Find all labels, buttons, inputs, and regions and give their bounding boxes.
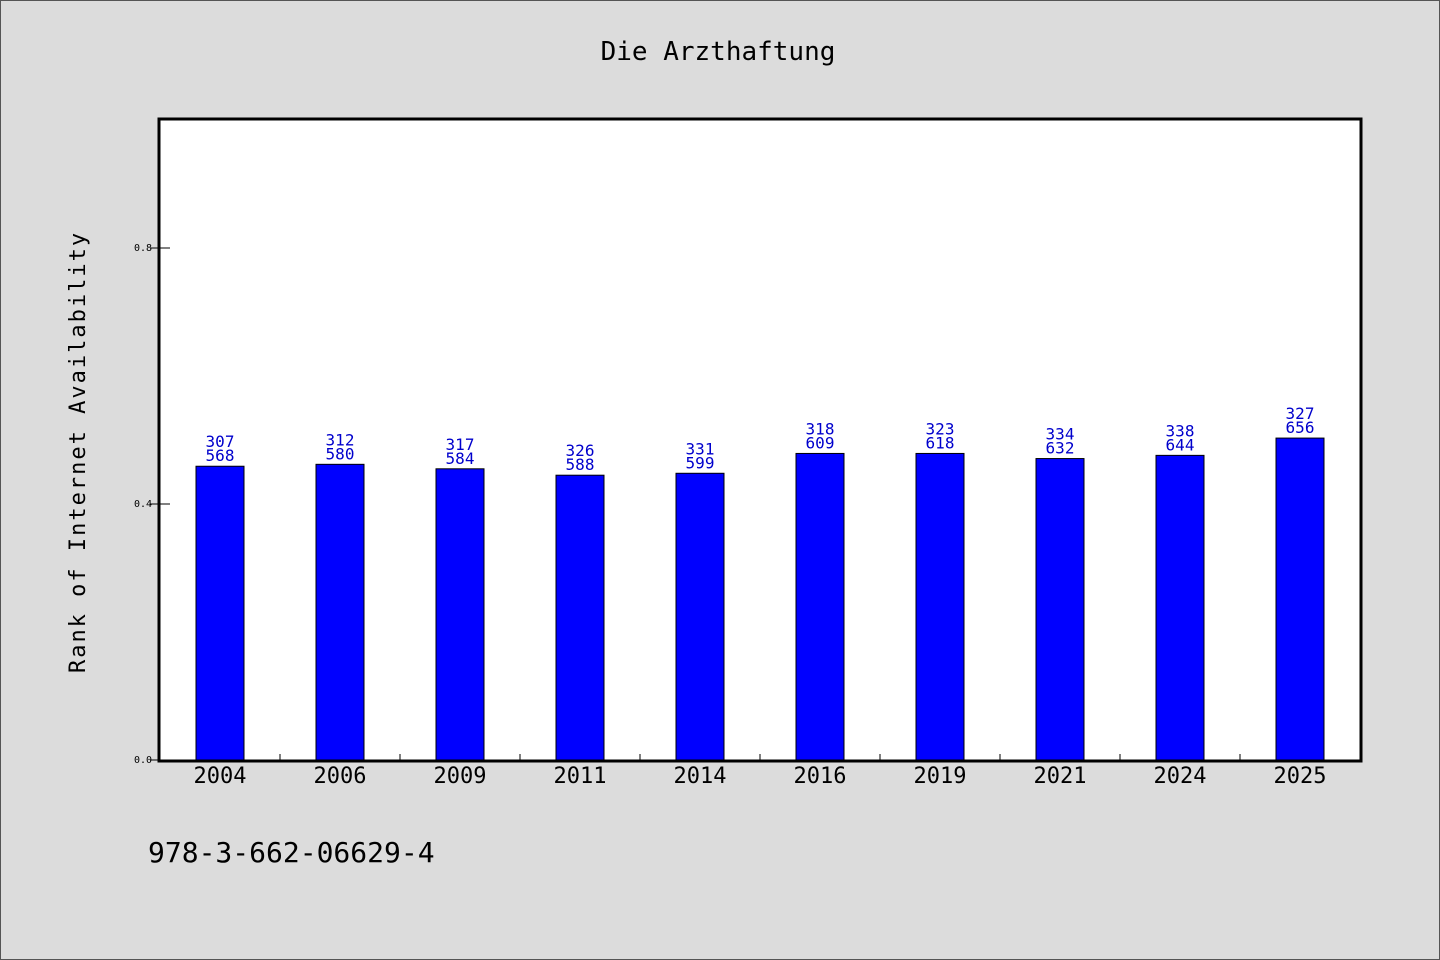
bar (195, 465, 245, 761)
x-tick-label: 2024 (1154, 764, 1207, 789)
bar-label-bottom: 568 (206, 446, 235, 465)
bar (555, 474, 605, 761)
bar-label-bottom: 588 (566, 455, 595, 474)
bar (675, 472, 725, 761)
y-tick-label: 0.4 (134, 499, 152, 510)
bar-label-bottom: 609 (806, 433, 835, 452)
x-ticks-group: 2004 2006 2009 2011 2014 2016 2019 2021 2024 2025 (194, 754, 1327, 789)
bar-label-top: 317 (446, 435, 475, 454)
bar-label-top: 338 (1166, 421, 1195, 440)
bar-label-top: 334 (1046, 425, 1075, 444)
bar-label-bottom: 580 (326, 444, 355, 463)
x-tick-label: 2014 (674, 764, 727, 789)
bar-label-bottom: 618 (926, 433, 955, 452)
bar (315, 463, 365, 761)
y-axis-label: Rank of Internet Availability (66, 231, 91, 673)
x-tick-label: 2019 (914, 764, 967, 789)
chart-title: Die Arzthaftung (601, 37, 836, 67)
x-tick-label: 2025 (1274, 764, 1327, 789)
bar-label-bottom: 644 (1166, 435, 1195, 454)
bar (795, 452, 845, 761)
bar-label-top: 327 (1286, 404, 1315, 423)
bar-label-top: 331 (686, 439, 715, 458)
y-tick-label: 0.8 (134, 243, 152, 254)
bar-label-bottom: 656 (1286, 418, 1315, 437)
x-tick-label: 2021 (1034, 764, 1087, 789)
bar (915, 452, 965, 761)
x-tick-label: 2016 (794, 764, 847, 789)
x-tick-label: 2009 (434, 764, 487, 789)
x-tick-label: 2006 (314, 764, 367, 789)
x-tick-label: 2004 (194, 764, 247, 789)
isbn-text: 978-3-662-06629-4 (148, 836, 435, 869)
bar (435, 468, 485, 761)
y-tick-label: 0.0 (134, 755, 152, 766)
bar (1035, 458, 1085, 761)
bar-label-top: 326 (566, 441, 595, 460)
bar-label-bottom: 599 (686, 453, 715, 472)
bar (1155, 454, 1205, 761)
y-ticks-group: 0.0 0.4 0.8 (134, 243, 170, 766)
bar-label-bottom: 584 (446, 449, 475, 468)
bar (1275, 437, 1325, 761)
bar-label-top: 323 (926, 419, 955, 438)
bar-label-top: 318 (806, 419, 835, 438)
bar-label-top: 312 (326, 430, 355, 449)
bar-label-bottom: 632 (1046, 439, 1075, 458)
x-tick-label: 2011 (554, 764, 607, 789)
bar-label-top: 307 (206, 432, 235, 451)
